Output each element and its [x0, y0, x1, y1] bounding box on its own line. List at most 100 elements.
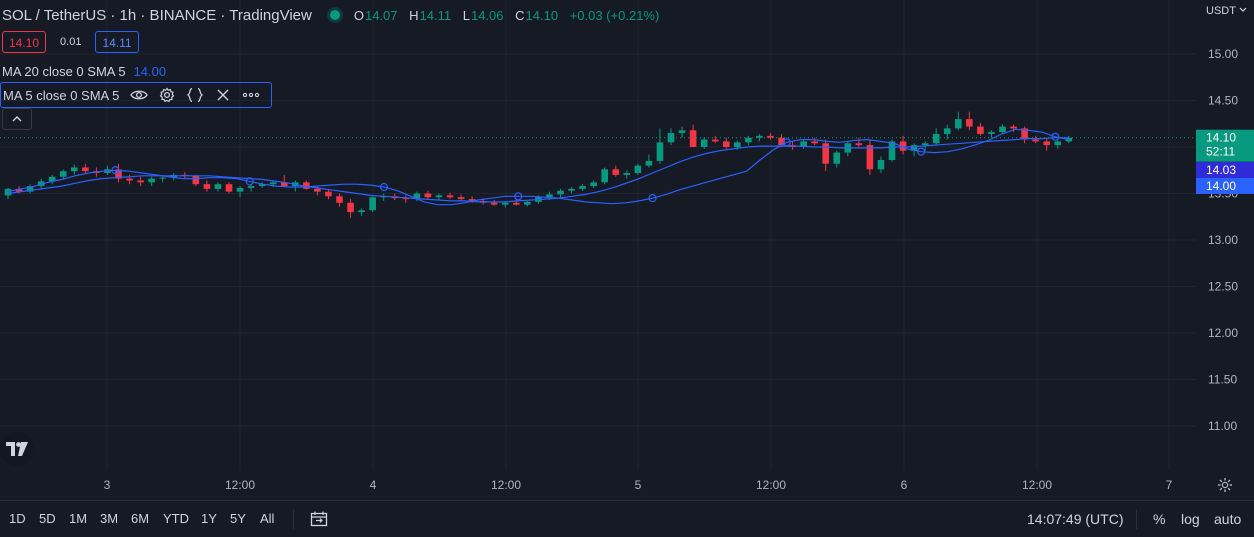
candle — [524, 200, 531, 207]
candle — [82, 163, 89, 174]
percent-scale-button[interactable]: % — [1153, 511, 1166, 527]
market-open-indicator — [329, 10, 340, 20]
more-icon[interactable] — [237, 84, 265, 106]
ma-marker — [379, 182, 389, 192]
candle-body — [722, 141, 730, 147]
candle-body — [634, 165, 642, 174]
log-scale-button[interactable]: log — [1181, 511, 1200, 527]
tradingview-logo[interactable] — [0, 432, 34, 466]
price-axis[interactable]: USDT15.0014.5013.5013.0012.5012.0011.501… — [1196, 0, 1254, 470]
time-axis[interactable]: 3 12:00 4 12:00 5 12:00 6 12:00 7 — [0, 470, 1254, 500]
candle-body — [214, 184, 222, 189]
candle — [347, 199, 354, 218]
ma-marker — [1051, 132, 1060, 141]
date-range-icon[interactable] — [310, 511, 328, 527]
candle-body — [490, 202, 498, 205]
ohlc-close-key: C — [515, 7, 525, 23]
candle-body — [811, 141, 818, 144]
price-tick-label: 15.00 — [1208, 47, 1238, 61]
candle-body — [192, 175, 200, 185]
candle — [59, 169, 67, 179]
candle-body — [336, 196, 343, 203]
ohlc-open-value: 14.07 — [364, 7, 398, 23]
range-1y-button[interactable]: 1Y — [201, 511, 217, 526]
candle-body — [1032, 139, 1039, 142]
candle-body — [446, 195, 454, 198]
range-all-button[interactable]: All — [260, 511, 275, 526]
chart-canvas[interactable] — [0, 0, 1196, 470]
ma20-legend[interactable]: MA 20 close 0 SMA 5 14.00 — [2, 61, 166, 81]
ma20-value: 14.00 — [133, 63, 167, 79]
candle — [225, 182, 233, 194]
candle-body — [745, 137, 752, 143]
candle — [579, 184, 586, 191]
ma-marker — [648, 194, 657, 203]
close-icon[interactable] — [209, 84, 237, 106]
candle — [424, 190, 432, 200]
time-tick-label: 6 — [901, 478, 908, 492]
range-ytd-button[interactable]: YTD — [163, 511, 189, 526]
candle — [236, 186, 244, 198]
candle-body — [966, 119, 973, 127]
braces-icon[interactable] — [181, 84, 209, 106]
candle-body — [148, 178, 155, 183]
candle — [877, 156, 885, 174]
candle-body — [700, 139, 708, 147]
candle-body — [888, 141, 896, 161]
candle-body — [866, 145, 874, 170]
range-6m-button[interactable]: 6M — [131, 511, 150, 526]
candle — [590, 180, 597, 188]
auto-scale-button[interactable]: auto — [1214, 511, 1242, 527]
buy-button[interactable]: 14.11 — [95, 31, 139, 53]
time-tick-label: 5 — [635, 478, 642, 492]
candle — [336, 193, 343, 207]
candle-body — [325, 191, 332, 197]
candle-body — [899, 141, 907, 151]
time-tick-label: 7 — [1166, 478, 1173, 492]
range-1d-button[interactable]: 1D — [9, 511, 26, 526]
candle-body — [402, 198, 410, 200]
chart-settings-gear-icon[interactable] — [1218, 478, 1232, 492]
candle-body — [590, 182, 597, 187]
candle — [4, 187, 12, 200]
candle-body — [656, 142, 664, 161]
time-tick-label: 3 — [104, 478, 111, 492]
candle-body — [678, 130, 686, 134]
ma20-label: MA 20 close 0 SMA 5 — [2, 63, 126, 79]
eye-icon[interactable] — [125, 84, 153, 106]
candle-body — [877, 160, 885, 170]
candle — [634, 163, 642, 175]
sell-button[interactable]: 14.10 — [2, 31, 47, 53]
time-tick-label: 12:00 — [225, 478, 255, 492]
candle — [148, 176, 155, 187]
ma20-line — [7, 137, 1069, 203]
range-5y-button[interactable]: 5Y — [230, 511, 246, 526]
candle-body — [568, 188, 575, 191]
candle — [767, 133, 774, 140]
time-tick-label: 12:00 — [756, 478, 786, 492]
currency-label[interactable]: USDT — [1206, 5, 1236, 17]
time-tick-label: 12:00 — [491, 478, 521, 492]
ma5-legend[interactable]: MA 5 close 0 SMA 5 — [0, 82, 273, 108]
candle-body — [557, 190, 564, 195]
chevron-down-icon[interactable] — [1239, 7, 1247, 12]
range-1m-button[interactable]: 1M — [69, 511, 88, 526]
candle — [358, 208, 365, 216]
candle — [645, 154, 653, 168]
gear-icon[interactable] — [153, 84, 181, 106]
candle — [369, 195, 376, 213]
candle-body — [26, 186, 34, 192]
range-3m-button[interactable]: 3M — [100, 511, 119, 526]
range-5d-button[interactable]: 5D — [39, 511, 56, 526]
candle — [977, 122, 984, 136]
candle — [1054, 139, 1062, 149]
chart-pane[interactable] — [0, 0, 1196, 470]
utc-clock[interactable]: 14:07:49 (UTC) — [1027, 511, 1124, 527]
collapse-legend-button[interactable] — [2, 108, 32, 130]
candle-body — [424, 193, 432, 198]
candle — [844, 141, 852, 157]
candle-body — [71, 167, 78, 172]
symbol-title[interactable]: SOL / TetherUS · 1h · BINANCE · TradingV… — [2, 6, 312, 24]
price-tick-label: 12.00 — [1208, 326, 1238, 340]
last-price-badge — [1196, 129, 1254, 162]
